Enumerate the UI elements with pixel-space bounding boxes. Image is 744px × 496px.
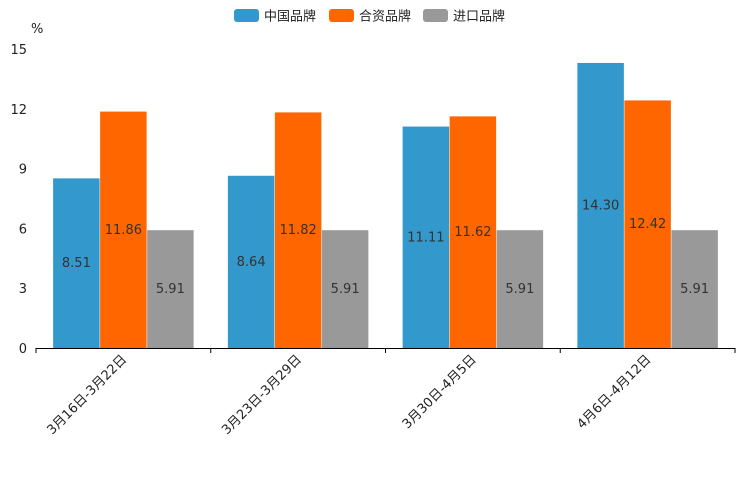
x-tick-label: 3月23日-3月29日 (219, 352, 305, 438)
y-axis-unit-label: % (31, 22, 43, 37)
bar-value-label: 5.91 (505, 282, 534, 297)
legend-item: 进口品牌 (423, 9, 505, 25)
bar (671, 230, 718, 348)
y-tick-label: 6 (19, 222, 27, 237)
bar (53, 178, 100, 348)
bars-group: 8.51 11.86 5.91 8.64 11.82 5.91 11.11 11.62 5.91… (53, 62, 718, 348)
bar-value-label: 5.91 (156, 282, 185, 297)
bar (449, 116, 497, 348)
legend-swatch (234, 9, 259, 22)
x-tick-label: 3月16日-3月22日 (44, 352, 130, 438)
bar-value-label: 11.86 (105, 223, 142, 238)
bar (402, 126, 450, 348)
bar (577, 62, 624, 348)
legend-label: 中国品牌 (264, 9, 316, 25)
x-tick-label: 3月30日-4月5日 (400, 352, 480, 432)
bar-value-label: 11.11 (407, 230, 444, 245)
y-tick-label: 15 (10, 43, 27, 58)
legend-label: 进口品牌 (453, 9, 505, 25)
bar-value-label: 14.30 (582, 198, 619, 213)
bar-value-label: 8.64 (237, 255, 266, 270)
bar-value-label: 11.62 (454, 225, 491, 240)
bar (496, 230, 544, 348)
y-tick-label: 3 (19, 282, 27, 297)
x-tick-label: 4月6日-4月12日 (575, 352, 655, 432)
y-tick-label: 0 (19, 342, 27, 357)
y-axis: 0 3 6 9 12 15 (10, 43, 27, 357)
bar (100, 111, 147, 348)
bar (227, 175, 275, 348)
y-tick-label: 9 (19, 163, 27, 178)
legend-label: 合资品牌 (359, 9, 411, 25)
bar (321, 230, 369, 348)
y-tick-label: 12 (10, 103, 27, 118)
legend: 中国品牌 合资品牌 进口品牌 (234, 9, 505, 25)
bar (624, 100, 671, 348)
bar-value-label: 8.51 (62, 256, 91, 271)
legend-item: 合资品牌 (329, 9, 411, 25)
bar (274, 112, 322, 348)
bar-value-label: 5.91 (331, 282, 360, 297)
legend-swatch (423, 9, 448, 22)
bar-value-label: 5.91 (680, 282, 709, 297)
x-axis: 3月16日-3月22日 3月23日-3月29日 3月30日-4月5日 4月6日-4月1… (35, 348, 736, 438)
bar (147, 230, 194, 348)
bar-value-label: 12.42 (629, 217, 666, 232)
bar-value-label: 11.82 (280, 223, 317, 238)
legend-item: 中国品牌 (234, 9, 316, 25)
legend-swatch (329, 9, 354, 22)
